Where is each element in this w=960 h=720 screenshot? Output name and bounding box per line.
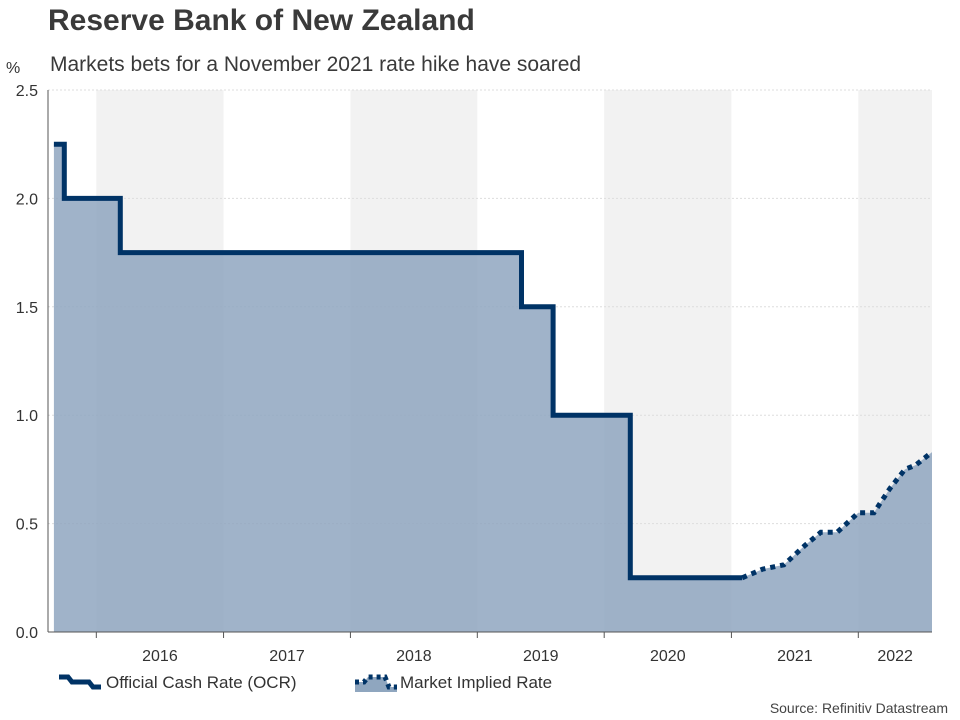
- x-tick-label: 2020: [650, 648, 686, 665]
- source-note: Source: Refinitiv Datastream: [769, 700, 948, 716]
- y-tick-label: 1.5: [16, 300, 38, 317]
- x-tick-label: 2021: [777, 648, 813, 665]
- y-tick-label: 2.5: [16, 83, 38, 100]
- rate-area: [53, 144, 932, 632]
- y-tick-label: 1.0: [16, 408, 38, 425]
- y-tick-label: 0.5: [16, 517, 38, 534]
- legend-swatch-market: [355, 674, 397, 692]
- x-tick-label: 2018: [396, 648, 432, 665]
- x-tick-label: 2022: [877, 648, 913, 665]
- y-tick-label: 2.0: [16, 191, 38, 208]
- ocr-line: [53, 141, 743, 581]
- chart-subtitle: Markets bets for a November 2021 rate hi…: [50, 53, 582, 76]
- x-tick-label: 2016: [142, 648, 178, 665]
- x-tick-label: 2017: [269, 648, 305, 665]
- chart-title: Reserve Bank of New Zealand: [48, 4, 475, 37]
- legend-label-market: Market Implied Rate: [400, 673, 553, 692]
- market-implied-line: [741, 450, 934, 581]
- legend-label-ocr: Official Cash Rate (OCR): [106, 673, 297, 692]
- y-tick-label: 0.0: [16, 625, 38, 642]
- legend-swatch-ocr: [59, 674, 101, 690]
- x-tick-label: 2019: [523, 648, 559, 665]
- y-axis-unit: %: [6, 60, 21, 77]
